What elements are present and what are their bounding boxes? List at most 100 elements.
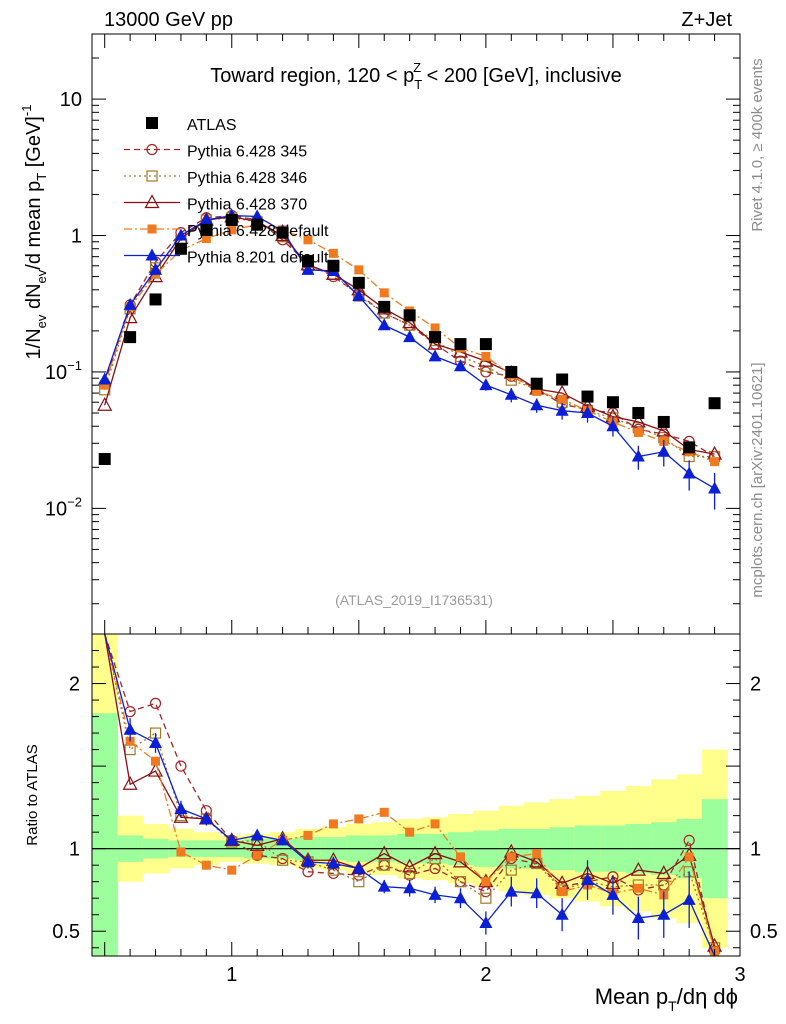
ratio-data-point: [249, 837, 265, 851]
ratio-data-point: [151, 756, 161, 766]
ratio-y-tick-label-right: 1: [750, 839, 761, 861]
x-tick-label: 3: [734, 964, 745, 986]
x-axis-label: Mean pT/dη dϕ: [595, 984, 738, 1014]
ratio-data-point: [555, 907, 569, 920]
ratio-data-point: [122, 776, 138, 790]
ratio-plot-axes: 0.5 0.5 1 1 2 2 1 2 3: [52, 633, 778, 986]
main-data-point: [251, 218, 264, 231]
ratio-data-point: [427, 845, 443, 860]
ratio-data-point: [402, 858, 418, 873]
ratio-data-point: [404, 867, 416, 880]
ratio-data-point: [328, 819, 338, 829]
ratio-data-point: [174, 802, 188, 815]
main-data-point: [657, 415, 670, 428]
ratio-data-point: [354, 814, 364, 824]
ratio-y-tick-label-right: 2: [750, 674, 761, 696]
main-data-point: [556, 373, 569, 386]
main-data-point: [429, 331, 442, 344]
tick-exponent: −1: [67, 358, 82, 373]
ratio-data-point: [301, 854, 315, 867]
ratio-data-point: [581, 873, 595, 886]
legend-marker: [144, 194, 160, 209]
legend-entry: Pythia 8.201 default: [124, 248, 329, 267]
ratio-data-point: [379, 807, 389, 817]
ratio-data-point: [276, 854, 289, 866]
legend-entry: ATLAS: [146, 117, 237, 134]
ratio-data-point: [684, 852, 694, 862]
main-data-point: [402, 314, 418, 329]
main-data-point: [98, 453, 111, 466]
legend-label: Pythia 6.428 370: [187, 197, 307, 214]
ratio-data-point: [149, 697, 162, 709]
ratio-y-tick-label-left: 1: [69, 839, 80, 861]
ratio-data-point: [455, 852, 465, 862]
ratio-band-green: [92, 713, 118, 956]
main-data-point: [225, 213, 238, 226]
main-data-point: [581, 390, 594, 403]
main-data-point: [481, 351, 491, 361]
main-data-point: [606, 396, 619, 409]
main-data-point: [430, 323, 440, 333]
legend-marker: [146, 143, 158, 156]
main-data-point: [606, 419, 620, 432]
main-data-point: [149, 293, 162, 306]
main-data-point: [633, 427, 643, 437]
tick-base: 10: [45, 498, 67, 520]
main-data-point: [403, 330, 417, 343]
main-data-point: [352, 276, 365, 289]
ratio-data-point: [124, 743, 136, 756]
legend-entry: Pythia 6.428 default: [124, 223, 329, 240]
main-data-point: [98, 372, 112, 385]
ratio-plot-frame: [91, 633, 741, 957]
main-data-point: [301, 262, 315, 275]
main-data-point: [227, 225, 237, 235]
main-y-axis-label: 1/Nev dNev/d mean pT [GeV]-1: [19, 105, 49, 360]
ratio-data-point: [557, 887, 567, 897]
ratio-data-point: [428, 887, 442, 900]
main-y-tick-label: 10−2: [45, 494, 82, 520]
legend-label: Pythia 6.428 default: [187, 223, 329, 240]
main-data-point: [708, 481, 722, 494]
main-data-point: [100, 380, 110, 390]
x-tick-label: 1: [226, 964, 237, 986]
main-data-point: [708, 397, 721, 410]
main-data-point: [122, 309, 138, 324]
header-right-label: Z+Jet: [681, 9, 732, 31]
ratio-plot-series: [104, 633, 723, 957]
main-data-point: [631, 449, 645, 462]
main-data-point: [557, 394, 567, 404]
ratio-data-point: [657, 907, 671, 920]
main-data-point: [657, 444, 671, 457]
ratio-series-4: [104, 633, 716, 957]
tick-exponent: −2: [67, 494, 82, 509]
main-data-point: [632, 407, 645, 420]
main-data-point: [479, 378, 493, 391]
ratio-data-point: [656, 865, 672, 880]
ratio-data-point: [252, 850, 262, 860]
ratio-data-point: [506, 852, 516, 862]
main-data-point: [174, 228, 188, 241]
ratio-data-point: [352, 861, 366, 874]
ratio-data-point: [149, 735, 163, 748]
main-y-tick-label: 1: [71, 226, 82, 248]
ratio-data-point: [454, 876, 467, 888]
ratio-data-point: [123, 722, 137, 735]
main-data-point: [479, 338, 492, 351]
ratio-data-point: [403, 881, 417, 894]
main-plot-title: Toward region, 120 < pTZ < 200 [GeV], in…: [210, 60, 622, 92]
ratio-data-point: [199, 811, 213, 824]
ratio-data-point: [682, 892, 696, 905]
main-data-point: [354, 265, 364, 275]
main-data-point: [327, 259, 340, 272]
main-data-point: [97, 396, 113, 411]
rivet-label: Rivet 4.1.0, ≥ 400k events: [749, 58, 766, 231]
main-data-point: [123, 297, 137, 310]
ratio-data-point: [505, 864, 517, 876]
ratio-data-point: [529, 853, 545, 868]
legend-entry: Pythia 6.428 346: [124, 170, 307, 187]
legend-label: Pythia 6.428 346: [187, 170, 307, 187]
ratio-data-point: [633, 883, 643, 893]
ratio-data-point: [480, 885, 492, 898]
